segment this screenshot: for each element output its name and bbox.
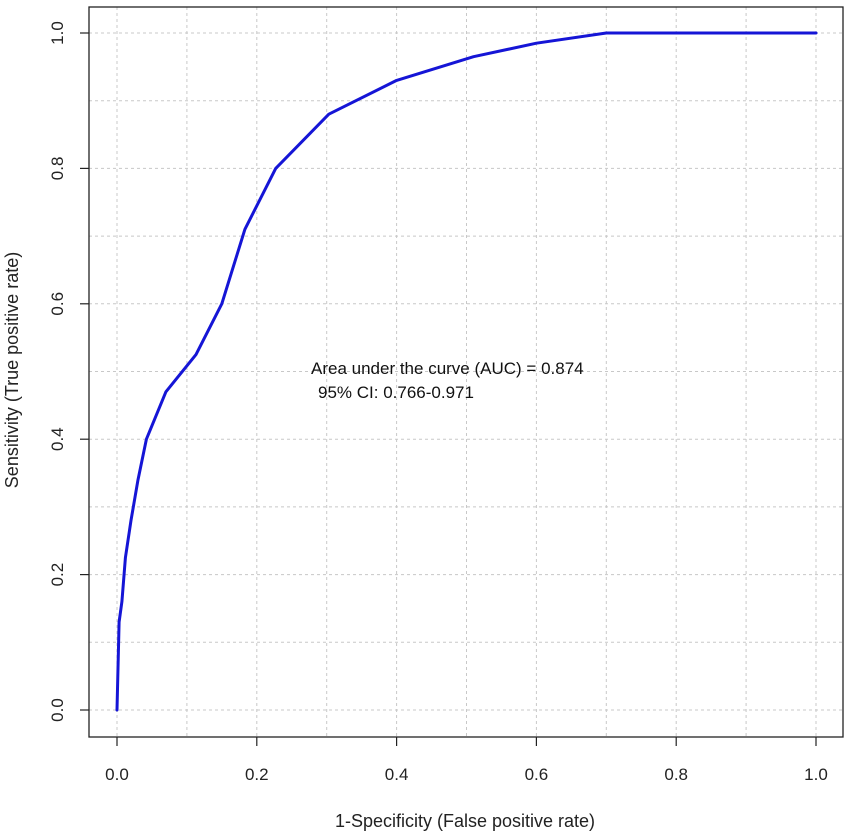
y-tick-label: 0.6 [48,292,67,316]
grid [89,7,843,737]
x-tick-label: 1.0 [804,765,828,784]
x-tick-label: 0.6 [525,765,549,784]
x-axis-title: 1-Specificity (False positive rate) [335,811,595,831]
x-tick-label: 0.2 [245,765,269,784]
y-tick-label: 0.4 [48,427,67,451]
x-tick-label: 0.8 [664,765,688,784]
auc-annotation: Area under the curve (AUC) = 0.874 [311,359,584,378]
x-tick-label: 0.0 [105,765,129,784]
axis-ticks: 0.0 0.2 0.4 0.6 0.8 1.0 0.0 0.2 0.4 0.6 0.8 1.0 [48,21,828,784]
ci-annotation: 95% CI: 0.766-0.971 [318,383,474,402]
y-tick-label: 0.8 [48,157,67,181]
x-tick-label: 0.4 [385,765,409,784]
y-tick-label: 0.0 [48,698,67,722]
y-tick-label: 1.0 [48,21,67,45]
y-axis-title: Sensitivity (True positive rate) [2,252,22,488]
y-tick-label: 0.2 [48,563,67,587]
plot-frame [88,6,844,738]
roc-curve [115,31,818,712]
